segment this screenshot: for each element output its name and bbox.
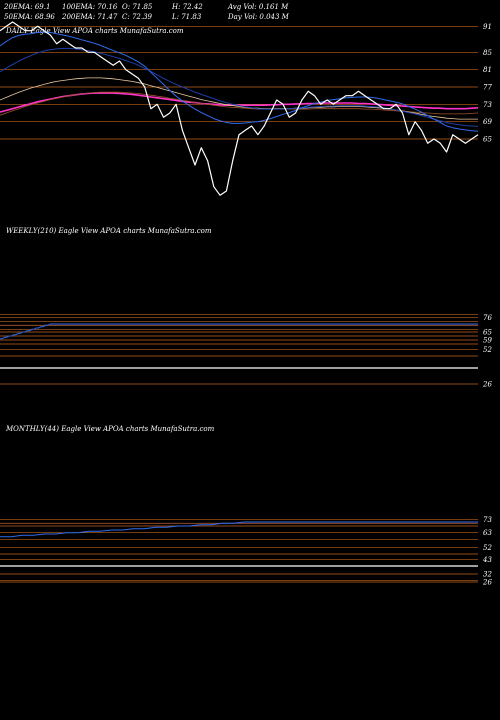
daily-ema200-line — [0, 91, 479, 116]
weekly-y-tick: 76 — [483, 314, 492, 322]
ema200-label: 200EMA: 71.47 — [62, 13, 118, 21]
daily-y-tick: 91 — [483, 23, 492, 31]
monthly-y-tick: 52 — [483, 544, 492, 552]
ema20-label: 20EMA: 69.1 — [4, 3, 51, 11]
weekly-y-tick: 59 — [483, 337, 492, 345]
avg-vol-label: Avg Vol: 0.161 M — [228, 3, 289, 11]
weekly-y-tick: 52 — [483, 346, 492, 354]
low-label: L: 71.83 — [172, 13, 202, 21]
high-label: H: 72.42 — [172, 3, 203, 11]
weekly-chart-title: WEEKLY(210) Eagle View APOA charts Munaf… — [6, 227, 212, 235]
daily-y-tick: 81 — [483, 66, 492, 74]
weekly-y-tick: 65 — [483, 329, 492, 337]
monthly-y-tick: 43 — [482, 556, 492, 564]
monthly-ema20-line — [0, 521, 478, 538]
weekly-ema20-line — [0, 323, 478, 340]
monthly-y-tick: 32 — [483, 571, 492, 579]
daily-y-tick: 69 — [483, 118, 492, 126]
daily-chart-title: DAILY Eagle View APOA charts MunafaSutra… — [5, 27, 184, 35]
monthly-y-tick: 73 — [483, 516, 492, 524]
day-vol-label: Day Vol: 0.043 M — [228, 13, 289, 21]
weekly-y-tick: 26 — [482, 381, 492, 389]
daily-price-line — [0, 21, 479, 196]
monthly-y-tick: 26 — [482, 579, 492, 587]
daily-magenta-line — [0, 92, 479, 113]
monthly-y-tick: 63 — [483, 529, 492, 537]
daily-ema50-line — [0, 47, 479, 127]
daily-y-tick: 73 — [483, 101, 492, 109]
monthly-chart-title: MONTHLY(44) Eagle View APOA charts Munaf… — [5, 425, 215, 433]
ema100-label: 100EMA: 70.16 — [62, 3, 118, 11]
open-label: O: 71.85 — [122, 3, 153, 11]
daily-ema20-line — [0, 31, 479, 132]
ema50-label: 50EMA: 68.96 — [4, 13, 55, 21]
daily-ema100-line — [0, 77, 478, 120]
daily-y-tick: 65 — [483, 136, 492, 144]
daily-y-tick: 85 — [483, 49, 492, 57]
daily-y-tick: 77 — [483, 84, 492, 92]
close-label: C: 72.39 — [122, 13, 152, 21]
